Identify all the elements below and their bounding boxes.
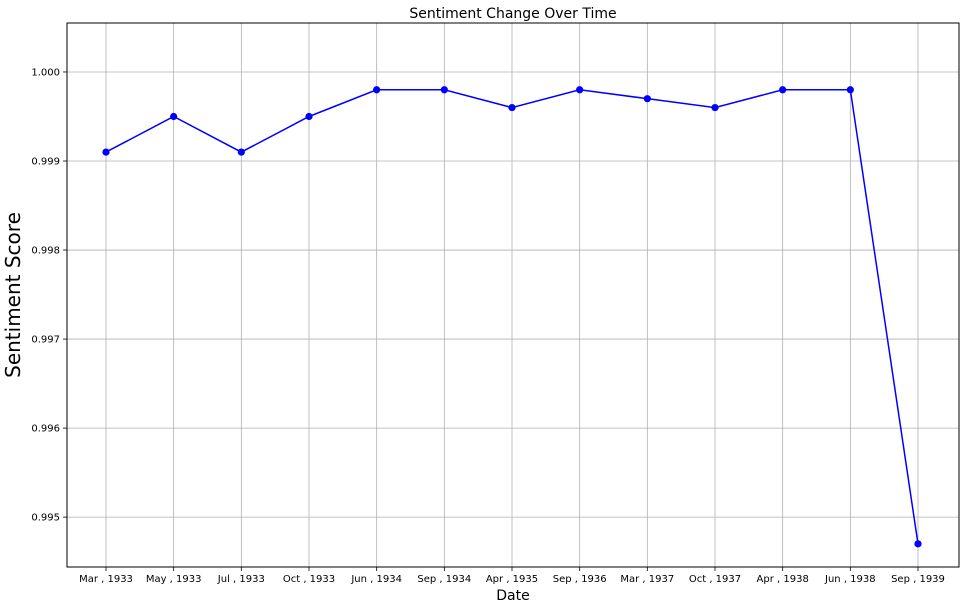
x-tick-label: Apr , 1935 <box>486 574 538 585</box>
y-tick-label: 0.997 <box>31 335 60 346</box>
data-point <box>846 86 854 94</box>
data-point <box>373 86 381 94</box>
x-tick-label: Jun , 1934 <box>350 574 402 585</box>
x-axis-title: Date <box>496 588 529 604</box>
x-tick-label: May , 1933 <box>146 574 202 585</box>
data-point <box>914 540 922 548</box>
y-axis-ticks: 0.995 0.996 0.997 0.998 0.999 1.000 <box>31 67 67 524</box>
data-point <box>508 103 516 112</box>
x-tick-label: Jun , 1938 <box>824 574 876 585</box>
x-tick-label: Oct , 1933 <box>283 574 335 585</box>
data-point <box>576 86 584 94</box>
data-point <box>102 148 110 156</box>
x-tick-label: Oct , 1937 <box>689 574 741 585</box>
data-point <box>711 103 719 112</box>
x-tick-label: Mar , 1937 <box>620 574 674 585</box>
y-tick-label: 0.998 <box>31 246 60 257</box>
data-point <box>440 86 448 94</box>
series-layer <box>102 86 922 548</box>
x-tick-label: Mar , 1933 <box>79 574 133 585</box>
data-point <box>170 112 178 121</box>
x-tick-label: Jul , 1933 <box>217 574 265 585</box>
x-axis-ticks: Mar , 1933 May , 1933 Jul , 1933 Oct , 1933… <box>79 567 945 585</box>
data-point <box>643 95 651 103</box>
y-axis-title: Sentiment Score <box>1 212 25 378</box>
x-tick-label: Apr , 1938 <box>757 574 809 585</box>
plot-frame <box>66 22 960 568</box>
data-point <box>779 86 787 94</box>
y-tick-label: 0.996 <box>31 424 60 435</box>
y-tick-label: 1.000 <box>31 67 60 78</box>
x-tick-label: Sep , 1936 <box>553 574 607 585</box>
y-tick-label: 0.995 <box>31 513 60 524</box>
data-point <box>305 112 313 121</box>
y-tick-label: 0.999 <box>31 157 60 168</box>
x-tick-label: Sep , 1934 <box>417 574 471 585</box>
grid-layer <box>67 23 959 567</box>
x-tick-label: Sep , 1939 <box>891 574 945 585</box>
chart-title: Sentiment Change Over Time <box>409 6 616 22</box>
data-point <box>237 148 245 156</box>
